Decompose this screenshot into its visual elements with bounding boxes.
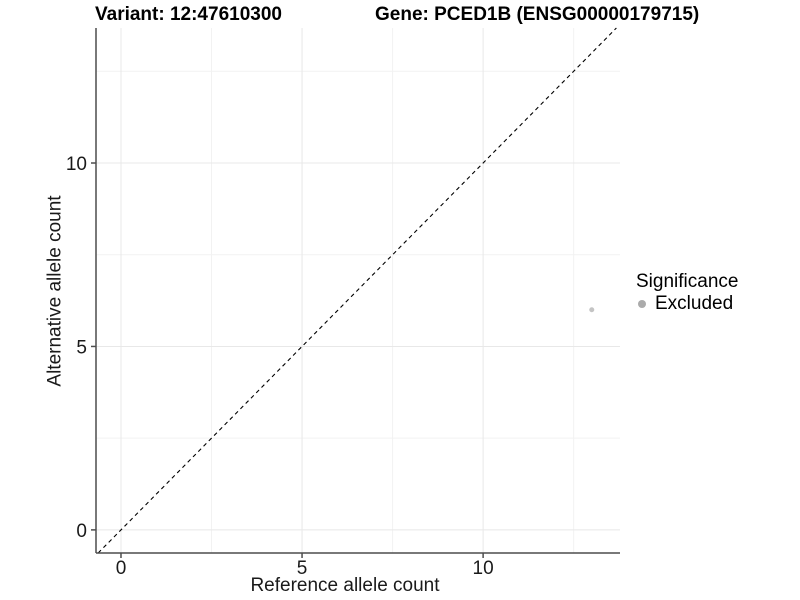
x-axis-title: Reference allele count <box>250 575 440 596</box>
legend-item-excluded: Excluded <box>636 294 738 314</box>
data-point <box>589 307 595 313</box>
y-tick-label: 0 <box>76 521 87 542</box>
legend-point-icon <box>638 300 646 308</box>
legend-item-label: Excluded <box>655 293 734 314</box>
legend-title: Significance <box>636 271 739 292</box>
plot-title-gene: Gene: PCED1B (ENSG00000179715) <box>375 4 700 25</box>
x-tick-label: 0 <box>116 558 127 579</box>
y-tick-label: 10 <box>66 154 87 175</box>
y-tick-label: 5 <box>76 337 87 358</box>
legend: Significance Excluded <box>636 272 738 314</box>
x-tick-label: 5 <box>297 558 308 579</box>
plot-title-variant: Variant: 12:47610300 <box>95 4 282 25</box>
x-tick-label: 10 <box>473 558 494 579</box>
identity-reference-line <box>97 27 617 554</box>
